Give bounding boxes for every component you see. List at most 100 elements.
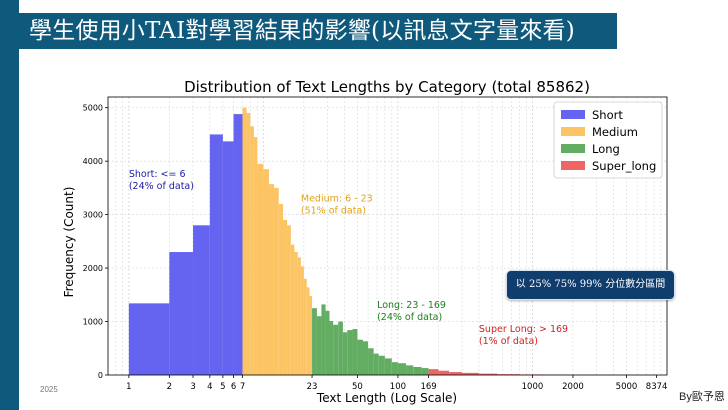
x-tick-label: 1 xyxy=(126,382,131,392)
bar-super_long xyxy=(462,372,479,375)
bar-long xyxy=(352,329,358,375)
bar-layer xyxy=(128,107,657,376)
x-axis-label: Text Length (Log Scale) xyxy=(316,391,457,405)
annotation-sublabel: (51% of data) xyxy=(301,205,366,216)
footer-author: By歐予恩 xyxy=(679,391,725,403)
footer-date: 2025 xyxy=(40,385,58,394)
bar-short xyxy=(222,141,234,375)
x-tick-label: 7 xyxy=(240,382,245,392)
slide-title-bar: 學生使用小TAI對學習結果的影響(以訊息文字量來看) xyxy=(19,13,617,49)
bar-medium xyxy=(274,187,279,375)
bar-medium xyxy=(263,169,269,375)
annotation-sublabel: (24% of data) xyxy=(377,312,442,323)
y-tick-label: 0 xyxy=(98,371,103,380)
slide-title: 學生使用小TAI對學習結果的影響(以訊息文字量來看) xyxy=(29,18,575,44)
x-tick-label: 8374 xyxy=(646,382,668,392)
x-tick-label: 5 xyxy=(220,382,225,392)
x-tick-label: 1000 xyxy=(522,382,544,392)
legend-entry: Medium xyxy=(592,125,638,139)
annotation-layer: Short: <= 6(24% of data)Medium: 6 - 23(5… xyxy=(129,169,568,347)
x-tick-label: 100 xyxy=(390,382,406,392)
x-tick-label: 2000 xyxy=(562,382,584,392)
tick-layer: 1 2 3 4 5 6 7 23 50 100 169 1000 2000 5000 83740100020… xyxy=(83,104,668,392)
annotation-label: Short: <= 6 xyxy=(129,169,186,180)
bar-medium xyxy=(283,219,288,375)
bar-medium xyxy=(246,113,251,376)
bar-long xyxy=(413,366,422,375)
bar-long xyxy=(342,332,348,375)
legend-entry: Short xyxy=(592,108,623,122)
legend-swatch xyxy=(561,127,585,136)
x-tick-label: 50 xyxy=(352,382,363,392)
bar-medium xyxy=(268,184,275,375)
bar-medium xyxy=(253,137,258,375)
y-tick-label: 1000 xyxy=(83,318,103,327)
bar-medium xyxy=(278,203,284,375)
x-tick-label: 4 xyxy=(207,382,212,392)
quantile-info-button[interactable]: 以 25% 75% 99% 分位數分區間 xyxy=(506,270,675,300)
x-tick-label: 3 xyxy=(190,382,195,392)
bar-medium xyxy=(300,266,304,375)
bar-short xyxy=(193,225,210,375)
y-tick-label: 5000 xyxy=(83,104,103,113)
x-tick-label: 23 xyxy=(307,382,318,392)
y-axis-label: Frequency (Count) xyxy=(62,187,76,298)
bar-long xyxy=(368,348,374,375)
bar-long xyxy=(338,321,343,375)
y-tick-label: 3000 xyxy=(83,211,103,220)
bar-long xyxy=(312,308,317,375)
annotation-sublabel: (24% of data) xyxy=(129,181,194,192)
y-tick-label: 2000 xyxy=(83,264,103,273)
legend-swatch xyxy=(561,144,585,153)
x-tick-label: 169 xyxy=(420,382,436,392)
bar-medium xyxy=(309,295,313,375)
bar-medium xyxy=(294,252,298,375)
legend-swatch xyxy=(561,110,585,119)
bar-medium xyxy=(290,244,295,375)
x-tick-label: 2 xyxy=(167,382,172,392)
annotation-label: Long: 23 - 169 xyxy=(377,300,446,311)
bar-medium xyxy=(303,278,307,375)
x-tick-label: 6 xyxy=(231,382,236,392)
bar-long xyxy=(378,355,385,375)
legend: Short Medium Long Super_long xyxy=(553,101,663,179)
bar-short xyxy=(128,303,170,375)
slide-sidebar xyxy=(0,0,19,410)
bar-long xyxy=(397,363,407,375)
bar-long xyxy=(391,362,398,375)
plot-frame xyxy=(107,96,668,376)
bar-super_long xyxy=(428,369,439,375)
bar-medium xyxy=(250,126,254,376)
bar-long xyxy=(373,353,379,375)
bar-super_long xyxy=(497,374,520,375)
bar-medium xyxy=(242,107,247,375)
annotation-label: Medium: 6 - 23 xyxy=(301,193,373,204)
annotation-label: Super Long: > 169 xyxy=(479,324,568,335)
bar-long xyxy=(421,368,429,375)
bar-long xyxy=(325,310,330,375)
legend-box xyxy=(553,101,663,179)
bar-short xyxy=(233,114,243,375)
bar-long xyxy=(347,330,353,375)
chart-title: Distribution of Text Lengths by Category… xyxy=(184,78,590,96)
bar-long xyxy=(316,316,322,375)
y-tick-label: 4000 xyxy=(83,157,103,166)
bar-super_long xyxy=(478,373,498,375)
bar-super_long xyxy=(438,370,450,375)
bar-medium xyxy=(257,163,264,375)
legend-entry: Super_long xyxy=(592,159,656,173)
bar-super_long xyxy=(449,372,463,375)
bar-long xyxy=(357,339,363,375)
bar-long xyxy=(406,365,414,375)
bar-long xyxy=(333,324,339,375)
bar-medium xyxy=(287,225,291,375)
bar-long xyxy=(362,341,369,375)
legend-swatch xyxy=(561,161,585,170)
bar-long xyxy=(329,321,334,375)
legend-entry: Long xyxy=(592,142,620,156)
annotation-sublabel: (1% of data) xyxy=(479,336,538,347)
bar-medium xyxy=(306,287,310,375)
bar-long xyxy=(321,304,326,375)
bar-long xyxy=(384,358,392,375)
